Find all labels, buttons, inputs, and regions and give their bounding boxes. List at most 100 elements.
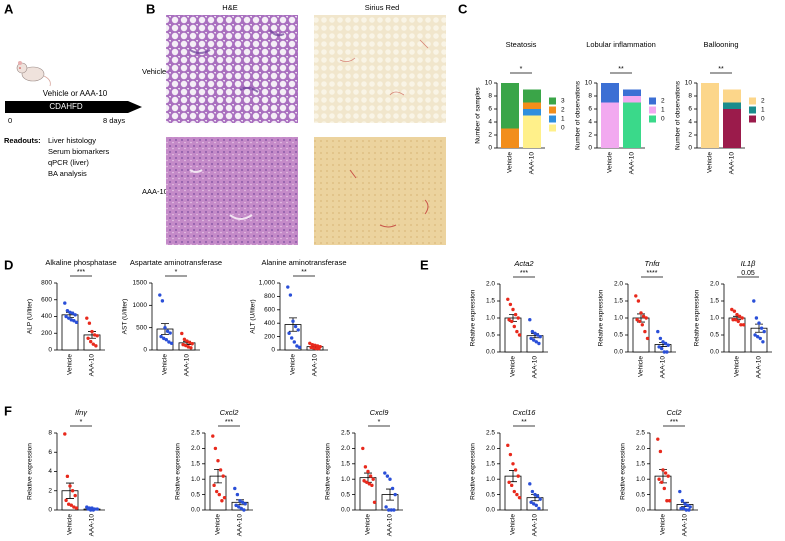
legend-swatch — [749, 106, 756, 114]
significance-label: *** — [225, 419, 233, 426]
y-tick-label: 0.0 — [486, 507, 495, 514]
data-point — [529, 336, 533, 341]
data-point — [162, 336, 166, 341]
data-point — [384, 505, 388, 509]
significance-label: * — [520, 66, 523, 73]
data-point — [86, 507, 90, 511]
panel-label: A — [4, 1, 14, 16]
data-point — [238, 499, 242, 503]
data-point — [735, 312, 739, 317]
data-point — [641, 314, 646, 318]
bar — [632, 317, 650, 353]
bar-segment — [523, 109, 541, 116]
data-point — [740, 316, 744, 320]
y-tick-label: 2.5 — [191, 430, 200, 437]
data-point — [512, 489, 516, 494]
data-point — [180, 331, 184, 336]
data-point — [660, 346, 664, 351]
x-tick-label: Vehicle — [67, 514, 74, 535]
y-tick-label: 1.5 — [614, 298, 623, 305]
data-point — [532, 338, 536, 342]
data-point — [534, 503, 538, 508]
data-point — [363, 465, 368, 469]
y-axis-label: Relative expression — [620, 443, 627, 500]
data-point — [63, 432, 67, 436]
diet: CDAHFD — [49, 102, 83, 111]
bar-segment — [623, 102, 641, 148]
chart-title: Cxcl16 — [513, 408, 537, 417]
data-point — [159, 334, 163, 339]
legend-swatch — [549, 97, 556, 105]
data-point — [680, 499, 685, 503]
data-point — [759, 326, 764, 330]
y-tick-label: 0.0 — [636, 507, 645, 514]
bar-segment — [501, 83, 519, 129]
y-tick-label: 1.0 — [486, 476, 495, 483]
data-point — [737, 314, 742, 318]
chart-title: Steatosis — [506, 40, 537, 49]
chart-title: Acta2 — [513, 259, 534, 268]
data-point — [73, 493, 77, 498]
data-point — [665, 499, 669, 503]
data-point — [734, 318, 738, 322]
data-point — [667, 499, 672, 503]
data-point — [732, 309, 737, 313]
data-point — [368, 474, 373, 478]
bar-segment — [523, 89, 541, 103]
y-tick-label: 10 — [585, 80, 593, 87]
data-point — [640, 323, 644, 327]
y-tick-label: 0.0 — [341, 507, 350, 514]
data-point — [517, 333, 522, 337]
y-tick-label: 1.0 — [191, 476, 200, 483]
data-point — [533, 331, 537, 335]
data-point — [510, 483, 514, 488]
data-point — [239, 506, 243, 511]
y-tick-label: 2.0 — [191, 445, 200, 452]
data-point — [385, 474, 390, 478]
data-point — [634, 294, 638, 298]
y-axis-label: Number of observations — [575, 80, 582, 150]
y-tick-label: 4 — [588, 119, 592, 126]
data-point — [687, 508, 691, 512]
data-point — [168, 331, 172, 335]
x-tick-label: AAA-10 — [532, 356, 539, 379]
data-point — [532, 502, 536, 506]
data-point — [286, 285, 290, 289]
data-point — [529, 500, 533, 504]
x-tick-label: Vehicle — [215, 514, 222, 535]
data-point — [164, 338, 168, 342]
legend-label: 1 — [661, 107, 665, 114]
data-point — [530, 329, 535, 334]
data-point — [72, 505, 76, 509]
x-tick-label: Vehicle — [290, 354, 297, 375]
readout: BA analysis — [48, 169, 87, 178]
y-tick-label: 8 — [48, 430, 52, 437]
data-point — [187, 340, 192, 345]
data-point — [63, 301, 67, 305]
y-tick-label: 2 — [488, 132, 492, 139]
data-point — [739, 323, 743, 327]
readout: qPCR (liver) — [48, 158, 89, 167]
data-point — [67, 316, 71, 320]
bar-segment — [723, 89, 741, 103]
legend-label: 2 — [561, 107, 565, 114]
significance-label: *** — [670, 419, 678, 426]
y-tick-label: 1.0 — [710, 315, 719, 322]
readout: Serum biomarkers — [48, 147, 110, 156]
data-point — [392, 508, 396, 512]
data-point — [361, 446, 365, 451]
data-point — [185, 339, 189, 343]
data-point — [513, 468, 518, 472]
data-point — [292, 340, 296, 344]
row-title: Vehicle — [142, 67, 166, 76]
y-tick-label: 0.5 — [614, 332, 623, 339]
data-point — [74, 320, 79, 325]
data-point — [367, 482, 371, 486]
y-axis-label: Number of observations — [675, 80, 682, 150]
x-tick-label: Vehicle — [510, 356, 517, 377]
data-point — [163, 325, 167, 330]
data-point — [237, 505, 241, 509]
data-point — [309, 345, 313, 350]
column-title: Sirius Red — [365, 3, 400, 12]
y-tick-label: 0 — [688, 145, 692, 152]
